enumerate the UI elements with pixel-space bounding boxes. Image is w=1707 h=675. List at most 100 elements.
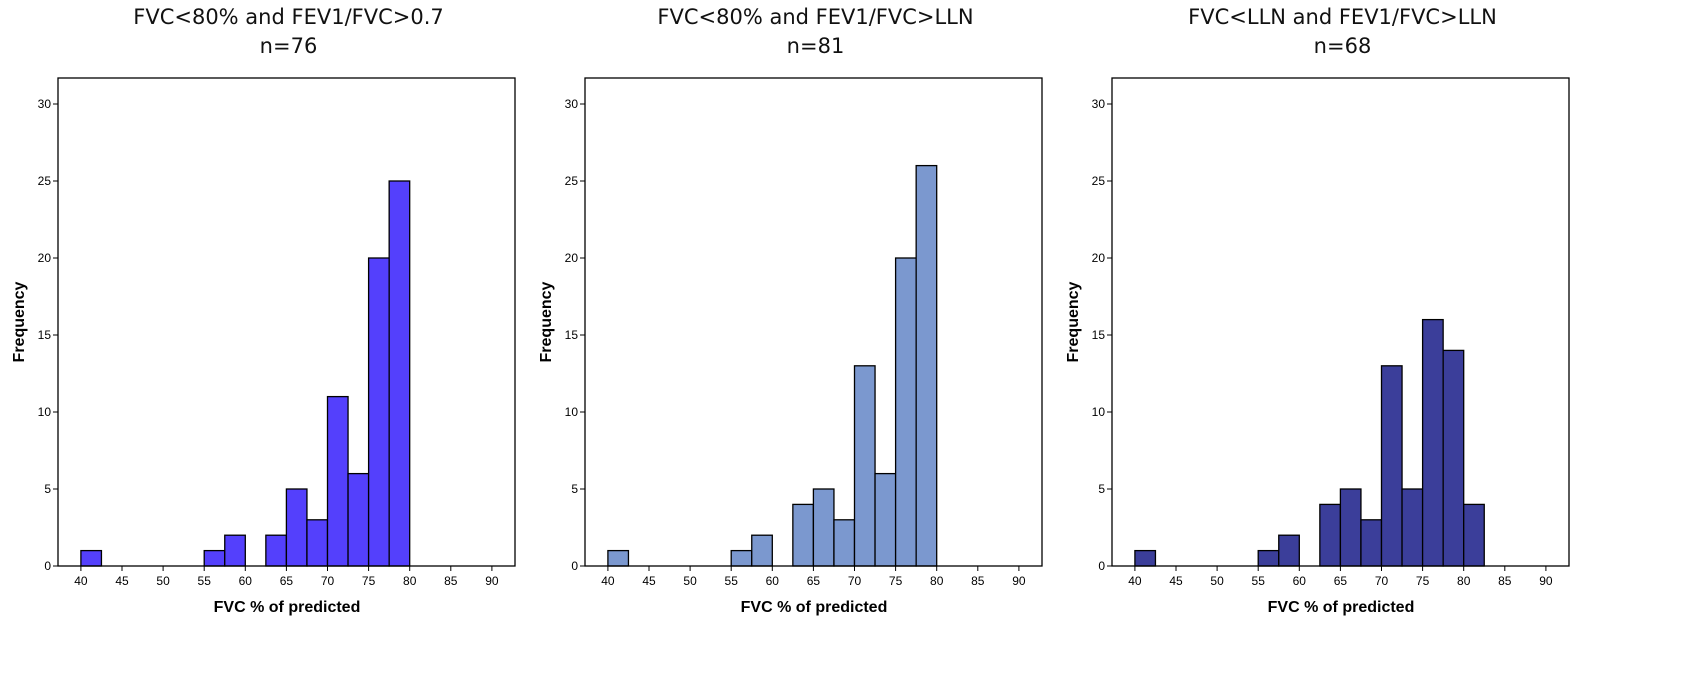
histogram-bar [388, 180, 411, 567]
x-tick-label: 80 [930, 574, 944, 588]
y-tick-label: 20 [38, 251, 52, 265]
y-tick-label: 0 [571, 559, 578, 573]
y-axis-title: Frequency [11, 281, 28, 362]
histogram-bar [1380, 365, 1403, 567]
histogram-bar [894, 257, 917, 567]
bars [1134, 318, 1485, 567]
y-axis: 0 5 10 15 20 25 30 [565, 97, 585, 573]
x-axis: 40 45 50 55 60 65 70 75 80 85 90 [601, 566, 1026, 588]
y-tick-label: 10 [38, 405, 52, 419]
y-tick-label: 30 [1092, 97, 1106, 111]
y-tick-label: 0 [44, 559, 51, 573]
histogram-bar [326, 395, 349, 567]
x-tick-label: 65 [807, 574, 821, 588]
x-tick-label: 80 [1457, 574, 1471, 588]
histogram-bar [853, 365, 876, 567]
x-tick-label: 90 [1012, 574, 1026, 588]
histogram-bar [306, 519, 329, 567]
histogram-bar [1134, 549, 1157, 567]
x-tick-label: 90 [485, 574, 499, 588]
x-tick-label: 55 [1252, 574, 1266, 588]
histogram-bar [1360, 519, 1383, 567]
chart-title: FVC<LLN and FEV1/FVC>LLN [1188, 5, 1497, 29]
x-tick-label: 45 [115, 574, 129, 588]
chart-title: FVC<80% and FEV1/FVC>0.7 [133, 5, 444, 29]
chart-subtitle: n=76 [260, 34, 318, 58]
y-tick-label: 0 [1098, 559, 1105, 573]
y-tick-label: 5 [571, 482, 578, 496]
histogram-bar [915, 164, 938, 567]
x-axis: 40 45 50 55 60 65 70 75 80 85 90 [1128, 566, 1553, 588]
x-tick-label: 40 [74, 574, 88, 588]
bars [80, 180, 411, 567]
histogram-bar [751, 534, 773, 567]
x-tick-label: 45 [1169, 574, 1183, 588]
bars [607, 164, 938, 567]
y-axis-title: Frequency [1065, 281, 1082, 362]
y-tick-label: 30 [565, 97, 579, 111]
x-tick-label: 60 [766, 574, 780, 588]
y-tick-label: 10 [1092, 405, 1106, 419]
x-tick-label: 90 [1539, 574, 1553, 588]
histogram-bar [203, 549, 226, 567]
x-tick-label: 70 [321, 574, 335, 588]
histogram-bar [812, 488, 835, 567]
histogram-panel-2: FVC<80% and FEV1/FVC>LLN n=81 0 5 10 15 20 25 30… [538, 5, 1043, 616]
y-tick-label: 15 [565, 328, 579, 342]
histogram-panels: FVC<80% and FEV1/FVC>0.7 n=76 0 5 10 15 20 25 30… [11, 5, 1570, 616]
histogram-bar [265, 534, 288, 567]
x-tick-label: 85 [971, 574, 985, 588]
chart-title: FVC<80% and FEV1/FVC>LLN [657, 5, 973, 29]
x-tick-label: 50 [683, 574, 697, 588]
x-tick-label: 60 [239, 574, 253, 588]
histogram-bar [285, 488, 308, 567]
histogram-bar [833, 519, 856, 567]
x-tick-label: 65 [1334, 574, 1348, 588]
histogram-bar [1319, 503, 1342, 567]
x-tick-label: 75 [362, 574, 376, 588]
histogram-bar [874, 472, 897, 567]
y-tick-label: 30 [38, 97, 52, 111]
x-tick-label: 75 [889, 574, 903, 588]
histogram-bar [1463, 503, 1485, 567]
histogram-bar [347, 472, 370, 567]
y-tick-label: 5 [1098, 482, 1105, 496]
histogram-bar [1401, 488, 1424, 567]
y-tick-label: 20 [1092, 251, 1106, 265]
y-axis-title: Frequency [538, 281, 555, 362]
histogram-bar [224, 534, 246, 567]
histogram-bar [607, 549, 630, 567]
histogram-bar [1421, 318, 1444, 567]
x-axis-title: FVC % of predicted [1268, 599, 1415, 616]
y-tick-label: 5 [44, 482, 51, 496]
x-tick-label: 85 [1498, 574, 1512, 588]
y-axis: 0 5 10 15 20 25 30 [38, 97, 58, 573]
histogram-panel-3: FVC<LLN and FEV1/FVC>LLN n=68 0 5 10 15 20 25 30… [1065, 5, 1570, 616]
y-axis: 0 5 10 15 20 25 30 [1092, 97, 1112, 573]
x-tick-label: 65 [280, 574, 294, 588]
histogram-bar [1442, 349, 1465, 567]
x-tick-label: 55 [725, 574, 739, 588]
histogram-bar [1278, 534, 1300, 567]
x-tick-label: 40 [1128, 574, 1142, 588]
x-axis: 40 45 50 55 60 65 70 75 80 85 90 [74, 566, 499, 588]
chart-subtitle: n=68 [1314, 34, 1372, 58]
histogram-panel-1: FVC<80% and FEV1/FVC>0.7 n=76 0 5 10 15 20 25 30… [11, 5, 516, 616]
x-axis-title: FVC % of predicted [741, 599, 888, 616]
histogram-bar [792, 503, 815, 567]
histogram-bar [80, 549, 103, 567]
x-tick-label: 75 [1416, 574, 1430, 588]
x-tick-label: 50 [156, 574, 170, 588]
histogram-bar [367, 257, 390, 567]
x-tick-label: 45 [642, 574, 656, 588]
x-tick-label: 55 [198, 574, 212, 588]
x-tick-label: 60 [1293, 574, 1307, 588]
x-tick-label: 50 [1210, 574, 1224, 588]
histogram-bar [1257, 549, 1280, 567]
x-tick-label: 70 [1375, 574, 1389, 588]
histogram-bar [730, 549, 753, 567]
x-tick-label: 80 [403, 574, 417, 588]
y-tick-label: 15 [1092, 328, 1106, 342]
histogram-bar [1339, 488, 1362, 567]
